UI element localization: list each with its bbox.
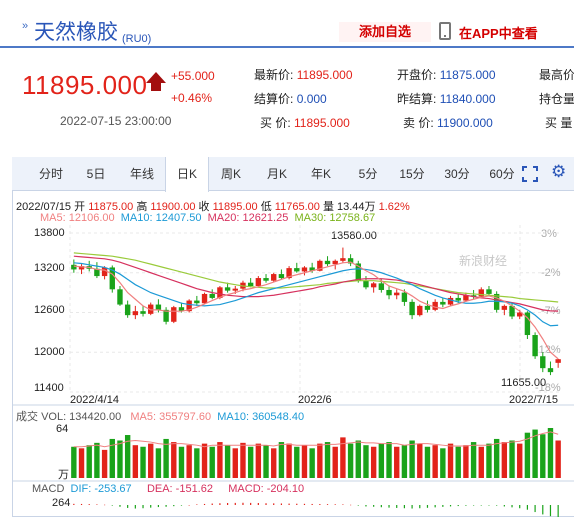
ask-price-field: 卖 价: 11900.000: [403, 116, 493, 130]
stock-name: 天然橡胶: [34, 21, 118, 44]
price-tick: 11400: [34, 382, 64, 394]
tab-60min[interactable]: 60分: [489, 167, 515, 181]
pct-tick: -2%: [541, 267, 561, 279]
settle-price-field: 结算价: 0.000: [254, 92, 327, 106]
pct-tick: 3%: [541, 228, 557, 240]
macd-legend: MACD DIF: -253.67 DEA: -151.62 MACD: -20…: [32, 483, 305, 495]
price-change-pct: +0.46%: [171, 91, 213, 105]
page-header: » 天然橡胶 (RU0) 添加自选 在APP中查看: [0, 0, 574, 48]
volume-tick: 64: [56, 423, 69, 435]
quote-timestamp: 2022-07-15 23:00:00: [60, 114, 172, 128]
ma5-legend: MA5: 12106.00: [40, 212, 115, 224]
tab-monthly-k[interactable]: 月K: [266, 167, 287, 181]
gear-icon[interactable]: ⚙: [551, 162, 567, 181]
ma20-legend: MA20: 12621.25: [207, 212, 289, 224]
tab-15min[interactable]: 15分: [399, 167, 425, 181]
pct-tick: -12%: [535, 344, 561, 356]
tab-30min[interactable]: 30分: [444, 167, 470, 181]
price-tick: 12000: [34, 346, 65, 358]
ma10-legend: MA10: 12407.50: [120, 212, 202, 224]
max-annotation: 13580.00: [331, 230, 377, 242]
date-tick: 2022/7/15: [509, 394, 558, 406]
high-price-field: 最高价: [539, 68, 574, 82]
bid-volume-field: 买 量: [545, 116, 573, 130]
macd-tick: 264: [52, 497, 71, 509]
pct-tick: -18%: [535, 382, 561, 394]
view-in-app-link[interactable]: 在APP中查看: [459, 26, 538, 41]
bid-price-field: 买 价: 11895.000: [260, 116, 350, 130]
tab-5min[interactable]: 5分: [358, 167, 378, 181]
price-change: +55.000: [171, 69, 215, 83]
watermark: 新浪财经: [459, 254, 508, 268]
volume-legend: 成交 VOL: 134420.00 MA5: 355797.60 MA10: 3…: [16, 411, 305, 423]
tab-yearly-k[interactable]: 年K: [310, 167, 331, 181]
current-price: 11895.000: [22, 70, 148, 100]
stock-code: (RU0): [122, 33, 152, 45]
pct-tick: -7%: [541, 305, 561, 317]
tab-5day[interactable]: 5日: [86, 167, 106, 181]
prev-settle-field: 昨结算: 11840.000: [397, 92, 496, 106]
period-tabs: 分时 5日 年线 日K 周K 月K 年K 5分 15分 30分 60分: [12, 157, 574, 192]
fullscreen-icon[interactable]: [522, 166, 538, 182]
tab-year-line[interactable]: 年线: [129, 167, 154, 181]
date-tick: 2022/6: [298, 394, 332, 406]
double-chevron-icon: »: [22, 20, 29, 32]
ohlc-info: 2022/07/15 开 11875.00 高 11900.00 收 11895…: [16, 201, 410, 213]
tab-intraday[interactable]: 分时: [38, 167, 63, 181]
phone-icon[interactable]: [439, 22, 451, 40]
min-annotation: 11655.00: [501, 377, 547, 389]
date-tick: 2022/4/14: [70, 394, 119, 406]
position-field: 持仓量: [539, 92, 574, 106]
ma-legend: MA5: 12106.00 MA10: 12407.50 MA20: 12621…: [40, 212, 375, 224]
tab-daily-k[interactable]: 日K: [165, 157, 209, 192]
volume-unit: 万: [58, 469, 69, 481]
price-tick: 13800: [34, 227, 65, 239]
price-tick: 12600: [34, 304, 65, 316]
price-tick: 13200: [34, 262, 65, 274]
tab-weekly-k[interactable]: 周K: [220, 167, 241, 181]
latest-price-field: 最新价: 11895.000: [254, 68, 353, 82]
ma30-legend: MA30: 12758.67: [294, 212, 376, 224]
add-watchlist-button[interactable]: 添加自选: [339, 22, 431, 42]
open-price-field: 开盘价: 11875.000: [397, 68, 496, 82]
